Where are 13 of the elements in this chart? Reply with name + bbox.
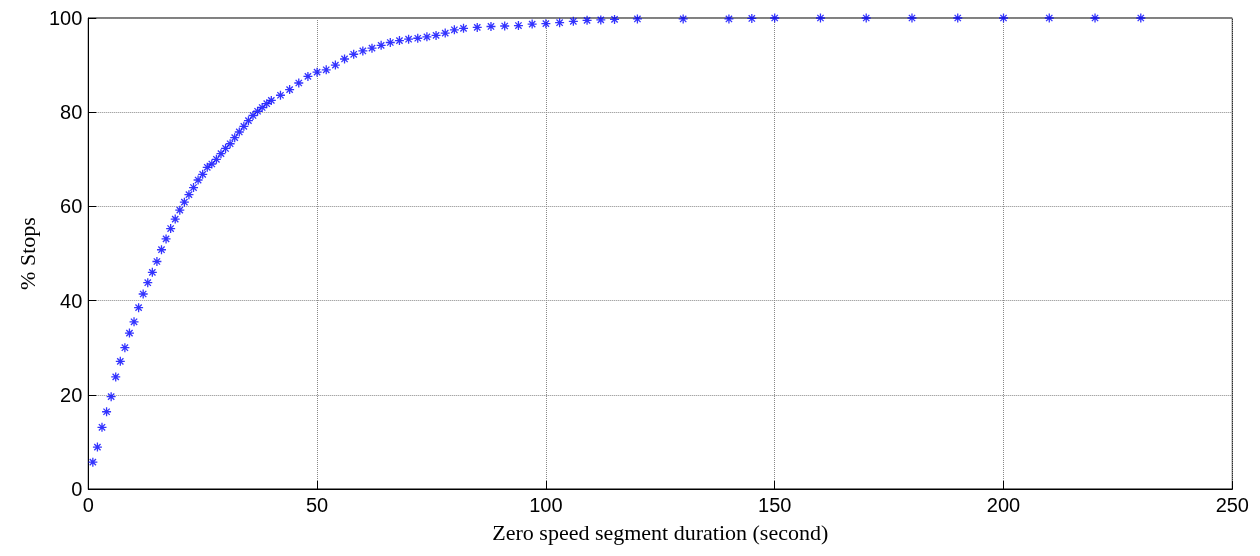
y-tick-label: 40 — [60, 289, 83, 312]
x-tick-label: 100 — [529, 494, 563, 516]
x-tick-label: 200 — [986, 494, 1021, 516]
y-axis-title: % Stops — [14, 217, 40, 290]
y-tick-label: 80 — [60, 101, 83, 124]
y-tick-label: 60 — [60, 195, 83, 218]
y-tick-label: 0 — [71, 478, 83, 500]
y-tick-label: 100 — [48, 7, 83, 29]
x-tick-label: 250 — [1215, 494, 1249, 516]
x-axis-title: Zero speed segment duration (second) — [492, 519, 829, 545]
x-tick-label: 50 — [305, 494, 329, 516]
x-tick-label: 150 — [758, 494, 792, 516]
y-tick-label: 20 — [60, 383, 83, 406]
